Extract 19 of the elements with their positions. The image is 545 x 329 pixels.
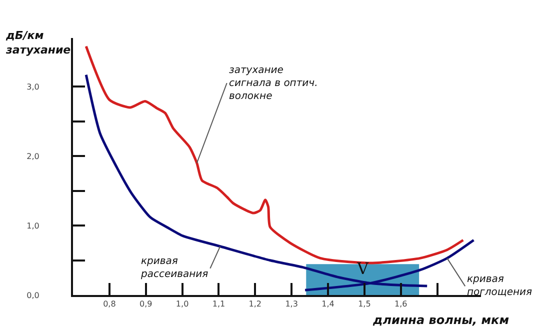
band-label: V	[356, 259, 369, 278]
annotation: кривая поглощения	[467, 274, 532, 298]
annotation: затухание сигнала в оптич. волокне	[229, 65, 318, 102]
y-tick-label: 2,0	[26, 152, 40, 161]
x-tick-label: 1,2	[248, 300, 262, 309]
x-axis-title: длинна волны, мкм	[372, 313, 510, 327]
x-tick-label: 1,6	[394, 300, 408, 309]
y-tick-label: 1,0	[26, 221, 40, 230]
annotation: кривая рассеивания	[140, 256, 208, 280]
x-tick-label: 1,4	[322, 300, 334, 309]
x-tick-label: 1,1	[212, 300, 226, 309]
y-axis-title: дБ/км затухание	[5, 29, 72, 56]
x-tick-label: 1,0	[176, 300, 189, 309]
y-tick-label: 3,0	[26, 82, 40, 92]
y-tick-label: 0,0	[26, 290, 40, 300]
x-tick-label: 1,3	[285, 300, 298, 309]
x-tick-label: 0,9	[139, 300, 152, 309]
x-tick-label: 1,5	[358, 300, 371, 309]
x-tick-label: 0,8	[103, 300, 116, 309]
